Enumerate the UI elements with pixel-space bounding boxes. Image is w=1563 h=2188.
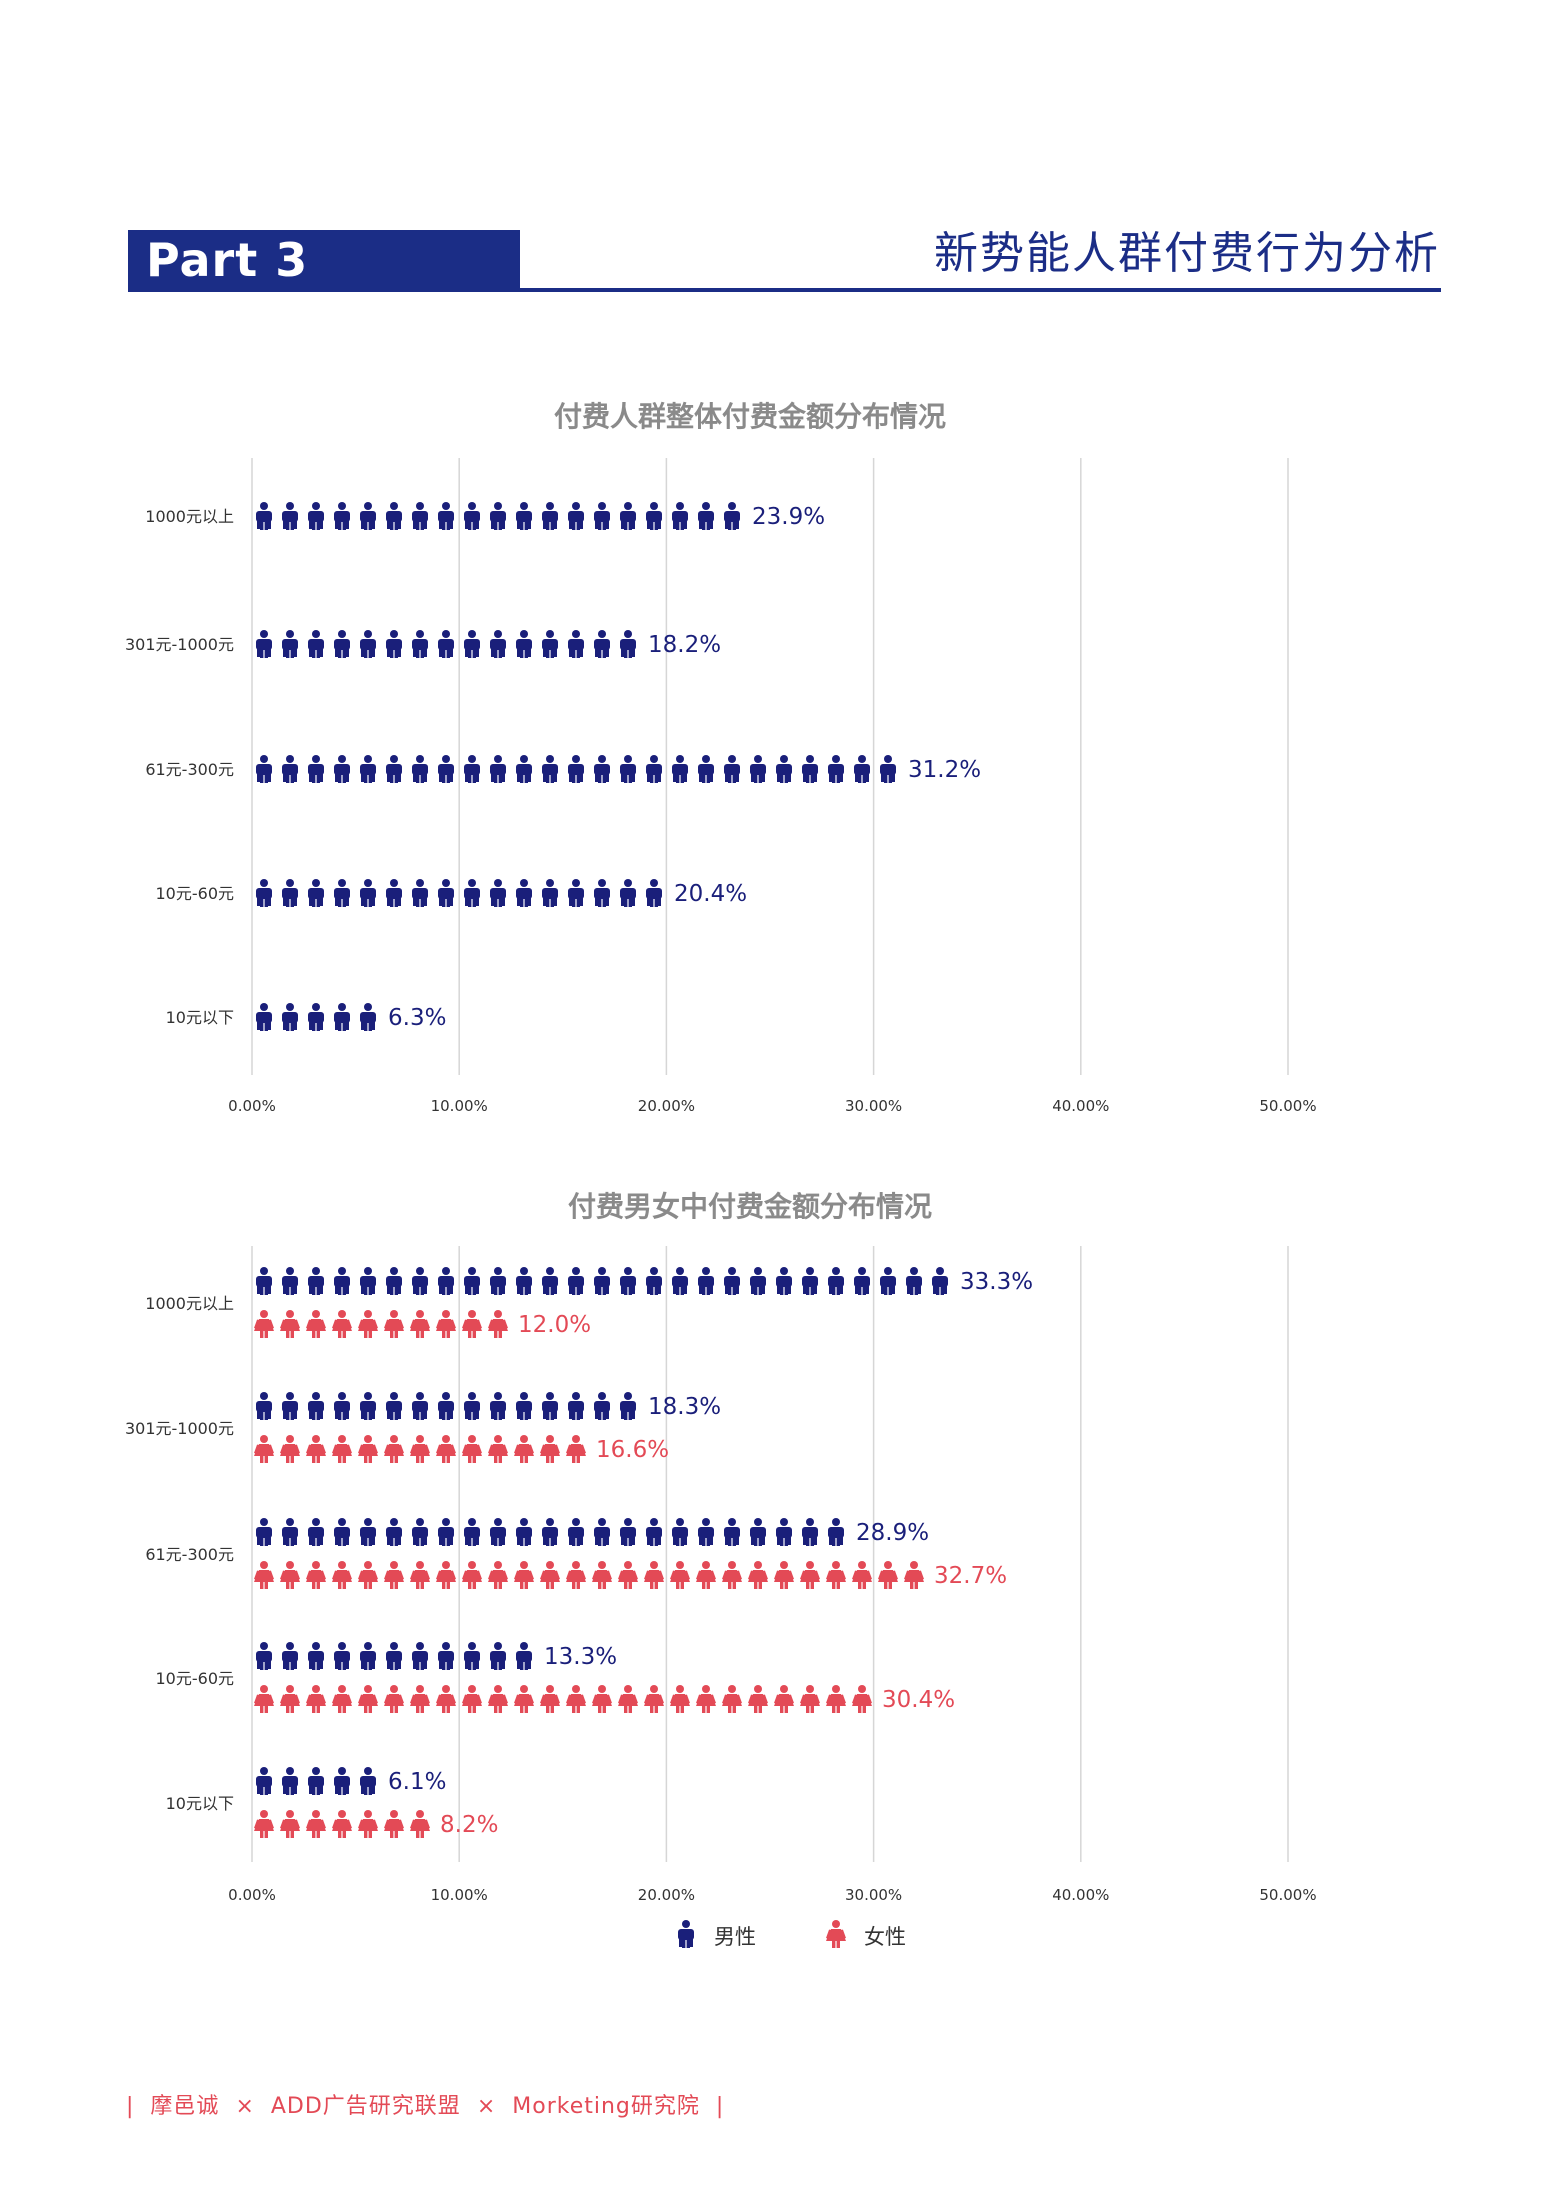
female-bar — [254, 1561, 924, 1589]
male-bar — [256, 1003, 376, 1031]
footer-times-2: × — [476, 2094, 497, 2119]
chart-title: 付费人群整体付费金额分布情况 — [554, 400, 946, 433]
male-bar — [256, 755, 896, 783]
x-tick-label: 10.00% — [431, 1097, 488, 1115]
overall-spend-chart: 付费人群整体付费金额分布情况 0.00% 10.00% 20.00% 30.00% 40.… — [125, 400, 1317, 1115]
category-label: 10元-60元 — [156, 884, 235, 903]
male-bar — [256, 502, 740, 530]
category-label: 61元-300元 — [145, 760, 234, 779]
category-label: 10元-60元 — [156, 1669, 235, 1688]
value-label: 31.2% — [908, 757, 981, 783]
value-label: 33.3% — [960, 1269, 1033, 1295]
female-bar — [254, 1435, 586, 1463]
male-bar — [256, 1642, 532, 1670]
page-title: 新势能人群付费行为分析 — [934, 228, 1440, 279]
legend: 男性 女性 — [678, 1920, 906, 1949]
x-tick-label: 0.00% — [228, 1097, 276, 1115]
part-label: Part 3 — [146, 233, 309, 287]
footer-times-1: × — [235, 2094, 255, 2119]
male-bar — [256, 879, 662, 907]
category-label: 10元以下 — [166, 1794, 234, 1813]
male-bar — [256, 1518, 844, 1546]
category-label: 301元-1000元 — [125, 1419, 234, 1438]
category-label: 1000元以上 — [145, 1294, 234, 1313]
footer-org-2: ADD广告研究联盟 — [270, 2094, 461, 2119]
value-label: 6.3% — [388, 1005, 446, 1031]
male-bar — [256, 1392, 636, 1420]
x-tick-label: 20.00% — [638, 1097, 695, 1115]
chart-title: 付费男女中付费金额分布情况 — [568, 1190, 932, 1223]
value-label: 16.6% — [596, 1437, 669, 1463]
footer-org-3: Morketing研究院 — [512, 2094, 700, 2119]
value-label: 13.3% — [544, 1644, 617, 1670]
footer-credits: | 摩邑诚 × ADD广告研究联盟 × Morketing研究院 | — [126, 2088, 724, 2120]
value-label: 12.0% — [518, 1312, 591, 1338]
part-header-bar — [128, 230, 520, 290]
value-label: 18.3% — [648, 1394, 721, 1420]
legend-label-female: 女性 — [864, 1925, 906, 1949]
value-label: 23.9% — [752, 504, 825, 530]
x-tick-label: 50.00% — [1259, 1097, 1316, 1115]
value-label: 28.9% — [856, 1520, 929, 1546]
male-bar — [256, 1767, 376, 1795]
value-label: 6.1% — [388, 1769, 446, 1795]
female-bar — [254, 1310, 508, 1338]
value-label: 32.7% — [934, 1563, 1007, 1589]
x-tick-label: 40.00% — [1052, 1097, 1109, 1115]
female-bar — [254, 1810, 430, 1838]
x-tick-label: 30.00% — [845, 1886, 902, 1904]
x-tick-label: 10.00% — [431, 1886, 488, 1904]
x-tick-label: 40.00% — [1052, 1886, 1109, 1904]
male-bar — [256, 630, 636, 658]
x-tick-label: 50.00% — [1259, 1886, 1316, 1904]
value-label: 30.4% — [882, 1687, 955, 1713]
female-bar — [254, 1685, 872, 1713]
x-tick-label: 0.00% — [228, 1886, 276, 1904]
value-label: 18.2% — [648, 632, 721, 658]
x-tick-label: 30.00% — [845, 1097, 902, 1115]
footer-org-1: 摩邑诚 — [150, 2094, 220, 2119]
footer-bar-right: | — [715, 2094, 725, 2119]
category-label: 1000元以上 — [145, 507, 234, 526]
category-label: 10元以下 — [166, 1008, 234, 1027]
legend-label-male: 男性 — [714, 1925, 756, 1949]
header-underline — [128, 288, 1441, 292]
category-label: 301元-1000元 — [125, 635, 234, 654]
x-tick-label: 20.00% — [638, 1886, 695, 1904]
footer-bar-left: | — [126, 2094, 135, 2119]
male-bar — [256, 1267, 948, 1295]
gender-spend-chart: 付费男女中付费金额分布情况 0.00% 10.00% 20.00% 30.00% 40.0… — [125, 1190, 1317, 1949]
value-label: 8.2% — [440, 1812, 498, 1838]
value-label: 20.4% — [674, 881, 747, 907]
category-label: 61元-300元 — [145, 1545, 234, 1564]
